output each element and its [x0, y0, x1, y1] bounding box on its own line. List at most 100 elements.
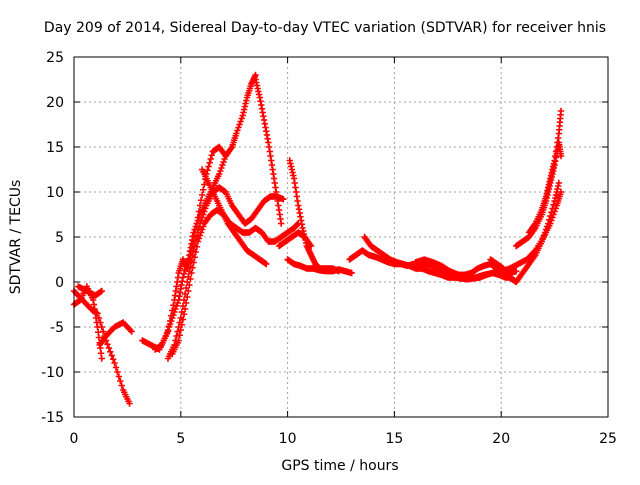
data-point [280, 196, 287, 203]
data-point [198, 214, 206, 221]
series-arc-3 [75, 283, 105, 299]
y-tick-label: 20 [46, 95, 64, 111]
data-point [557, 107, 565, 115]
data-point [191, 254, 198, 261]
data-point [187, 275, 194, 283]
x-tick-label: 5 [176, 431, 185, 447]
data-point [179, 316, 187, 323]
data-point [167, 312, 175, 319]
x-tick-label: 10 [279, 431, 297, 447]
series-arc-6 [151, 143, 229, 353]
series-arc-19 [525, 107, 565, 236]
data-point [175, 337, 182, 344]
data-point [204, 167, 211, 174]
data-point [104, 341, 111, 348]
data-point [219, 161, 226, 169]
data-point [200, 223, 207, 230]
data-point [126, 400, 133, 407]
x-tick-label: 0 [70, 431, 79, 447]
data-point [195, 235, 203, 242]
y-tick-label: 25 [46, 50, 64, 66]
data-point [543, 223, 551, 230]
data-point [128, 328, 135, 335]
data-point [105, 344, 113, 352]
data-point [108, 352, 115, 359]
data-point [238, 115, 245, 122]
y-tick-label: 5 [55, 230, 64, 246]
data-point [348, 269, 355, 277]
data-point [217, 167, 224, 175]
data-point [107, 348, 114, 355]
data-point [165, 323, 173, 330]
y-tick-label: -5 [50, 320, 64, 336]
data-point [547, 212, 554, 220]
data-point [548, 209, 555, 216]
data-point [164, 328, 172, 335]
data-point [201, 181, 208, 188]
data-point [194, 238, 202, 245]
data-point [557, 152, 565, 160]
data-point [178, 321, 186, 328]
data-point [182, 299, 190, 307]
data-point [115, 373, 123, 380]
data-point [98, 355, 105, 362]
data-point [197, 229, 205, 236]
data-point [174, 328, 181, 335]
data-point [109, 356, 117, 363]
data-point [540, 232, 548, 239]
data-point [234, 127, 241, 134]
y-tick-label: 10 [46, 185, 64, 201]
chart-title: Day 209 of 2014, Sidereal Day-to-day VTE… [44, 20, 606, 36]
data-point [542, 226, 550, 233]
data-point [197, 217, 205, 224]
data-point [190, 259, 197, 266]
y-tick-label: -10 [41, 365, 64, 381]
data-point [195, 224, 203, 232]
data-point [198, 226, 206, 233]
data-point [206, 159, 213, 166]
data-point [222, 152, 229, 160]
data-point [233, 130, 240, 137]
ticks-layer: 0 5 10 15 20 25 -15 -10 -5 0 5 10 15 20 25 [41, 50, 617, 447]
data-point [188, 269, 195, 277]
data-point [169, 307, 176, 314]
data-point [555, 179, 563, 187]
data-point [196, 202, 204, 209]
data-point [172, 305, 179, 313]
data-point [216, 170, 223, 178]
data-point [192, 248, 199, 256]
data-point [544, 220, 552, 227]
data-point [118, 382, 125, 389]
y-axis-label: SDTVAR / TECUs [8, 180, 24, 295]
data-point [235, 124, 242, 131]
x-tick-label: 20 [492, 431, 510, 447]
data-point [237, 118, 244, 125]
data-point [236, 121, 243, 128]
x-tick-label: 25 [599, 431, 617, 447]
data-point [201, 208, 208, 215]
y-tick-label: 0 [55, 275, 64, 291]
data-point [193, 243, 201, 250]
data-point [200, 211, 207, 218]
points-layer [70, 71, 565, 407]
y-tick-label: 15 [46, 140, 64, 156]
x-tick-label: 15 [385, 431, 403, 447]
data-point [114, 368, 121, 376]
data-point [549, 205, 556, 212]
series-arc-13 [284, 256, 355, 277]
series-arc-10 [252, 76, 285, 227]
data-point [197, 197, 205, 204]
series-arc-17 [487, 179, 563, 286]
data-point [189, 264, 196, 271]
data-point [539, 235, 547, 242]
data-point [98, 287, 105, 295]
data-point [176, 332, 183, 339]
data-point [181, 305, 189, 313]
series-arc-4 [96, 319, 135, 349]
data-point [198, 191, 206, 199]
data-point [277, 220, 285, 227]
data-point [177, 326, 184, 334]
